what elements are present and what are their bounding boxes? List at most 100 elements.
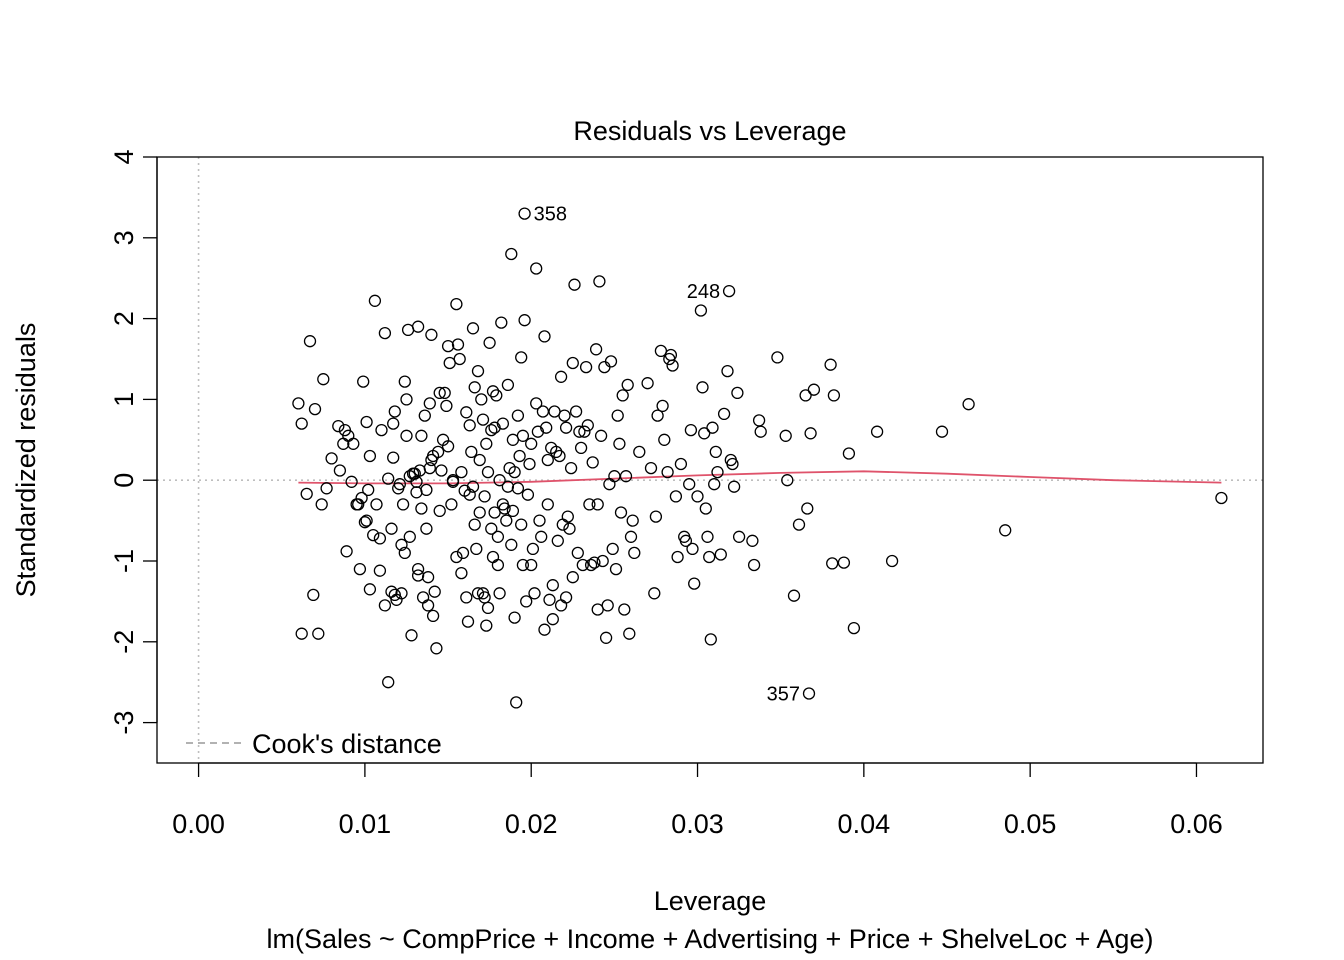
data-point [491, 530, 505, 543]
data-point [654, 344, 668, 358]
data-point [435, 464, 448, 477]
data-point [732, 530, 746, 543]
data-point [453, 352, 466, 366]
data-point [456, 546, 470, 560]
data-point [395, 538, 408, 551]
data-point [415, 502, 428, 515]
data-point [684, 423, 698, 437]
data-point [468, 518, 481, 531]
y-tick-label: -3 [109, 711, 139, 735]
data-point [470, 542, 483, 556]
data-point [842, 447, 856, 460]
data-point [385, 585, 398, 598]
data-point [564, 461, 578, 475]
data-point [548, 405, 561, 418]
data-point [400, 393, 413, 406]
data-point [388, 588, 401, 602]
y-tick-label: 0 [109, 473, 139, 488]
data-point [421, 571, 435, 584]
data-point [598, 360, 611, 374]
data-point [455, 465, 468, 479]
data-point [601, 599, 614, 612]
data-point [481, 465, 495, 479]
data-point [513, 449, 526, 463]
data-point [752, 414, 766, 427]
data-point [604, 355, 618, 368]
point-label-248: 248 [687, 281, 720, 303]
data-point [579, 360, 593, 374]
data-point [521, 488, 535, 501]
data-point [714, 548, 727, 561]
data-point [706, 421, 719, 434]
data-point [385, 522, 398, 535]
data-point [340, 545, 353, 558]
data-point [525, 437, 538, 450]
data-point [295, 627, 308, 640]
data-point [396, 498, 410, 511]
data-point [438, 386, 451, 400]
data-point [433, 386, 446, 400]
data-point [490, 389, 503, 402]
x-tick-label: 0.04 [838, 809, 891, 839]
data-point [787, 589, 801, 602]
data-point [711, 465, 724, 479]
data-point [603, 478, 616, 491]
data-point [546, 579, 559, 592]
data-point [721, 364, 734, 378]
data-point [717, 407, 731, 421]
data-point [533, 514, 546, 527]
data-point [698, 427, 711, 440]
data-point [827, 389, 841, 402]
data-point [363, 449, 377, 463]
data-point [411, 562, 425, 576]
data-point [423, 397, 436, 410]
data-point [559, 591, 573, 604]
data-point [727, 480, 741, 493]
data-point [826, 557, 839, 570]
data-point [661, 465, 674, 479]
data-point [614, 506, 628, 519]
y-tick-label: -2 [109, 630, 139, 654]
data-point [480, 619, 493, 632]
data-point [571, 546, 584, 560]
data-point [450, 550, 463, 564]
data-point [624, 530, 638, 543]
point-labels-layer: 358 248 357 [534, 204, 800, 706]
data-point [870, 425, 884, 438]
data-point [430, 642, 443, 655]
data-point [538, 330, 551, 343]
data-point [540, 421, 553, 434]
data-point [347, 437, 360, 450]
data-point [664, 348, 678, 362]
data-point [599, 631, 613, 644]
data-point [578, 425, 591, 438]
data-point [395, 587, 408, 600]
data-point [613, 437, 626, 450]
data-point [999, 524, 1012, 537]
data-point [628, 546, 641, 560]
y-axis-label: Standardized residuals [11, 323, 41, 598]
data-point [799, 389, 812, 402]
data-point [398, 375, 411, 388]
data-point [518, 314, 531, 327]
data-point [450, 297, 463, 311]
data-point [373, 564, 387, 577]
data-point [583, 498, 596, 511]
y-tick-label: -1 [109, 549, 139, 573]
data-point [506, 504, 520, 518]
data-point [491, 558, 505, 572]
data-point [688, 577, 701, 590]
data-point [546, 613, 559, 626]
point-label-358: 358 [534, 204, 567, 226]
data-point [538, 623, 551, 636]
data-point [591, 498, 604, 511]
x-tick-label: 0.00 [172, 809, 225, 839]
data-point [553, 449, 566, 463]
data-point [498, 502, 511, 515]
data-point [387, 417, 400, 430]
y-tick-label: 4 [109, 149, 139, 164]
data-point [508, 465, 521, 479]
data-point [471, 364, 485, 378]
data-point [485, 423, 498, 437]
data-point [382, 676, 395, 689]
